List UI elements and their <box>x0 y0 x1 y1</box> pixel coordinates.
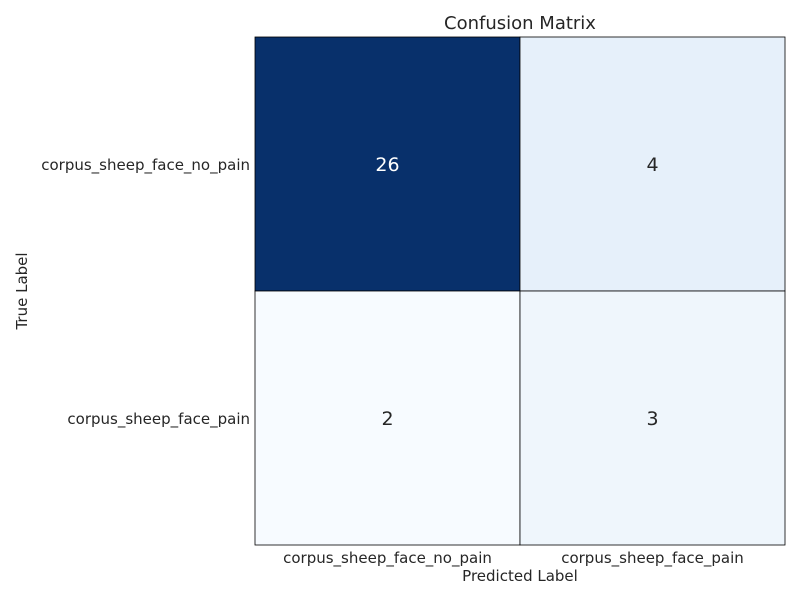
cell-value-r0-c1: 4 <box>646 154 658 176</box>
y-axis-label: True Label <box>13 252 31 330</box>
chart-title: Confusion Matrix <box>444 13 596 34</box>
x-tick-label: corpus_sheep_face_no_pain <box>283 549 492 568</box>
heatmap-cell-r0-c1 <box>519 36 786 292</box>
heatmap-cell-r1-c0 <box>254 290 521 546</box>
y-tick-label: corpus_sheep_face_no_pain <box>41 156 250 175</box>
x-tick-label: corpus_sheep_face_pain <box>561 549 744 568</box>
tick-labels: corpus_sheep_face_no_pain corpus_sheep_fa… <box>41 156 744 568</box>
cell-value-r1-c0: 2 <box>381 408 393 430</box>
cell-value-r1-c1: 3 <box>646 408 658 430</box>
x-axis-label: Predicted Label <box>462 567 578 585</box>
heatmap-cell-r0-c0 <box>254 36 521 292</box>
heatmap-cells: 26 4 2 3 <box>254 36 786 546</box>
y-tick-label: corpus_sheep_face_pain <box>67 410 250 429</box>
cell-value-r0-c0: 26 <box>375 154 399 176</box>
heatmap-cell-r1-c1 <box>519 290 786 546</box>
